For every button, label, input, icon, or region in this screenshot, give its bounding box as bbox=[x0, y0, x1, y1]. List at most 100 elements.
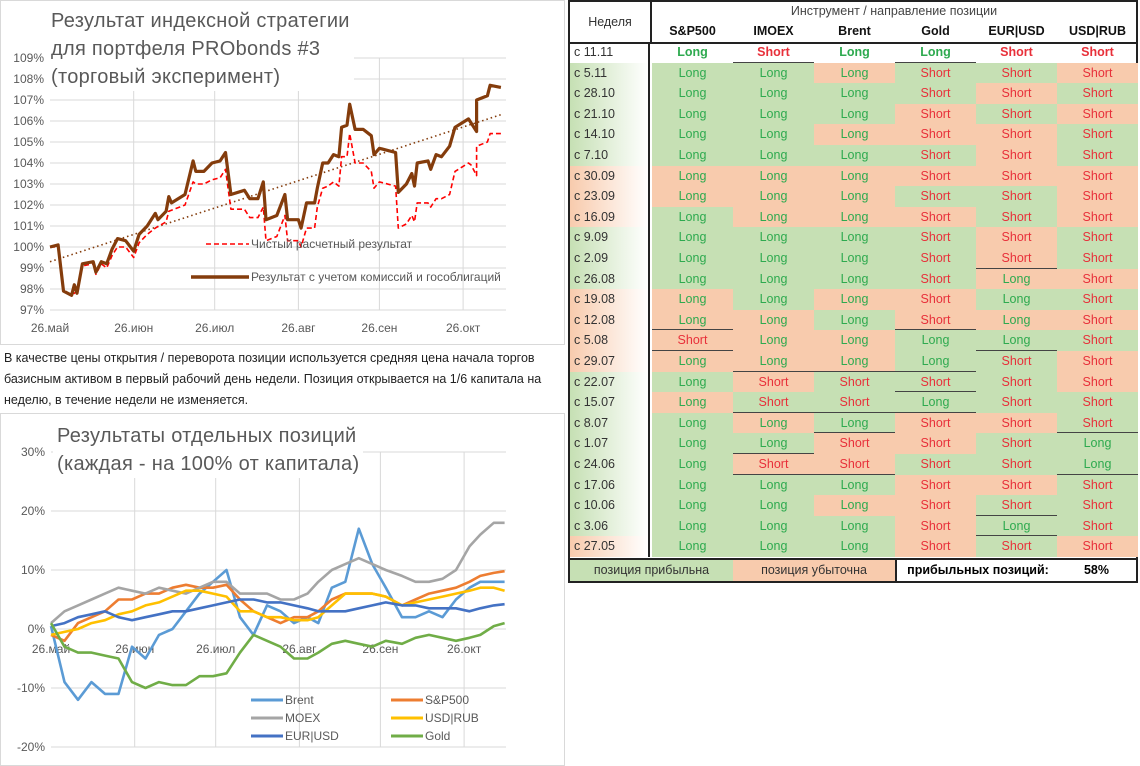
x-tick-label: 26.авг bbox=[281, 321, 316, 335]
position-cell: Long bbox=[895, 42, 976, 63]
week-cell: с 5.11 bbox=[570, 62, 650, 84]
position-cell: Long bbox=[814, 495, 895, 516]
position-cell: Short bbox=[895, 206, 976, 228]
y-tick-label: 98% bbox=[20, 282, 44, 296]
position-cell: Short bbox=[895, 289, 976, 310]
position-cell: Long bbox=[733, 227, 814, 248]
position-cell: Short bbox=[1057, 83, 1138, 104]
y-tick-label: 103% bbox=[13, 177, 44, 191]
position-cell: Short bbox=[1000, 45, 1033, 59]
week-cell: с 26.08 bbox=[570, 268, 650, 290]
y-tick-label: 102% bbox=[13, 198, 44, 212]
current-week-row: с 11.11 Long Short Long Long Short Short bbox=[570, 42, 1136, 63]
position-cell: Long bbox=[733, 62, 814, 84]
table-row: с 27.05 Long Long Long Short Short Short bbox=[570, 536, 1138, 557]
week-cell: с 17.06 bbox=[570, 474, 650, 496]
y-tick-label: 20% bbox=[21, 504, 45, 518]
position-cell: Long bbox=[733, 145, 814, 166]
position-cell: Long bbox=[814, 206, 895, 228]
position-cell: Long bbox=[733, 474, 814, 496]
table-row: с 2.09 Long Long Long Short Short Short bbox=[570, 248, 1138, 269]
position-cell: Long bbox=[652, 412, 733, 434]
position-cell: Short bbox=[976, 474, 1057, 496]
legend-label: EUR|USD bbox=[285, 729, 339, 743]
table-row: с 9.09 Long Long Long Short Short Short bbox=[570, 227, 1138, 248]
series-line-usdrub bbox=[50, 586, 505, 637]
position-cell: Long bbox=[652, 392, 733, 413]
position-cell: Short bbox=[895, 495, 976, 516]
position-cell: Long bbox=[733, 124, 814, 145]
x-tick-label: 26.июл bbox=[196, 642, 235, 656]
table-row: с 24.06 Long Short Short Short Short Long bbox=[570, 454, 1138, 475]
position-cell: Short bbox=[895, 412, 976, 434]
table-row: с 5.11 Long Long Long Short Short Short bbox=[570, 62, 1138, 84]
table-row: с 1.07 Long Long Short Short Short Long bbox=[570, 433, 1138, 454]
week-cell: с 12.08 bbox=[570, 309, 650, 331]
position-cell: Short bbox=[976, 103, 1057, 125]
table-row: с 7.10 Long Long Long Short Short Short bbox=[570, 145, 1138, 166]
x-tick-label: 26.июн bbox=[114, 321, 153, 335]
y-tick-label: 109% bbox=[13, 51, 44, 65]
position-cell: Long bbox=[733, 83, 814, 104]
position-cell: Long bbox=[652, 206, 733, 228]
y-tick-label: 0% bbox=[28, 622, 46, 636]
y-tick-label: 10% bbox=[21, 563, 45, 577]
position-cell: Long bbox=[814, 248, 895, 269]
position-cell: Short bbox=[976, 454, 1057, 475]
position-cell: Short bbox=[652, 330, 733, 351]
series-line-sp500 bbox=[50, 569, 505, 643]
position-cell: Long bbox=[652, 124, 733, 145]
position-cell: Long bbox=[652, 515, 733, 537]
week-cell: с 16.09 bbox=[570, 206, 650, 228]
column-header: IMOEX bbox=[753, 24, 794, 38]
x-tick-label: 26.окт bbox=[447, 642, 482, 656]
chart-title: Результат индексной стратегии для портфе… bbox=[47, 7, 354, 91]
table-row: с 12.08 Long Long Long Short Long Short bbox=[570, 309, 1138, 331]
profit-share-value: 58% bbox=[1083, 563, 1110, 577]
chart-title-line: Результат индексной стратегии bbox=[51, 10, 350, 32]
y-tick-label: 99% bbox=[20, 261, 44, 275]
position-cell: Short bbox=[1057, 186, 1138, 207]
position-cell: Long bbox=[814, 536, 895, 557]
position-cell: Long bbox=[733, 330, 814, 351]
position-cell: Long bbox=[814, 412, 895, 434]
position-cell: Short bbox=[976, 227, 1057, 248]
position-cell: Long bbox=[652, 351, 733, 372]
position-cell: Long bbox=[652, 62, 733, 84]
position-cell: Long bbox=[895, 351, 976, 372]
position-cell: Short bbox=[1057, 330, 1138, 351]
table-row: с 8.07 Long Long Long Short Short Short bbox=[570, 412, 1138, 434]
position-cell: Short bbox=[895, 515, 976, 537]
week-cell: с 1.07 bbox=[570, 433, 650, 454]
position-cell: Short bbox=[895, 433, 976, 454]
series-line-eurusd bbox=[50, 598, 505, 628]
legend-label: MOEX bbox=[285, 711, 320, 725]
week-cell: с 28.10 bbox=[570, 83, 650, 104]
y-tick-label: -20% bbox=[17, 740, 45, 754]
table-row: с 26.08 Long Long Long Short Long Short bbox=[570, 268, 1138, 290]
position-cell: Short bbox=[1057, 371, 1138, 393]
position-cell: Long bbox=[733, 412, 814, 434]
position-cell: Long bbox=[733, 536, 814, 557]
week-cell: с 9.09 bbox=[570, 227, 650, 248]
position-cell: Long bbox=[652, 83, 733, 104]
instrument-group-header: Инструмент / направление позиции bbox=[790, 4, 998, 18]
position-cell: Short bbox=[1057, 145, 1138, 166]
series-line-brent bbox=[49, 527, 505, 702]
week-cell: с 21.10 bbox=[570, 103, 650, 125]
table-row: с 19.08 Long Long Long Short Long Short bbox=[570, 289, 1138, 310]
week-cell: с 27.05 bbox=[570, 536, 650, 557]
position-cell: Short bbox=[1057, 62, 1138, 84]
position-cell: Long bbox=[895, 330, 976, 351]
column-header: USD|RUB bbox=[1069, 24, 1126, 38]
position-cell: Short bbox=[814, 371, 895, 393]
position-cell: Long bbox=[1057, 433, 1138, 454]
position-cell: Short bbox=[733, 371, 814, 393]
position-cell: Short bbox=[895, 103, 976, 125]
position-cell: Short bbox=[895, 309, 976, 331]
position-cell: Long bbox=[652, 248, 733, 269]
y-tick-label: 105% bbox=[13, 135, 44, 149]
position-cell: Long bbox=[733, 495, 814, 516]
position-cell: Short bbox=[1057, 536, 1138, 557]
x-tick-label: 26.июл bbox=[195, 321, 234, 335]
